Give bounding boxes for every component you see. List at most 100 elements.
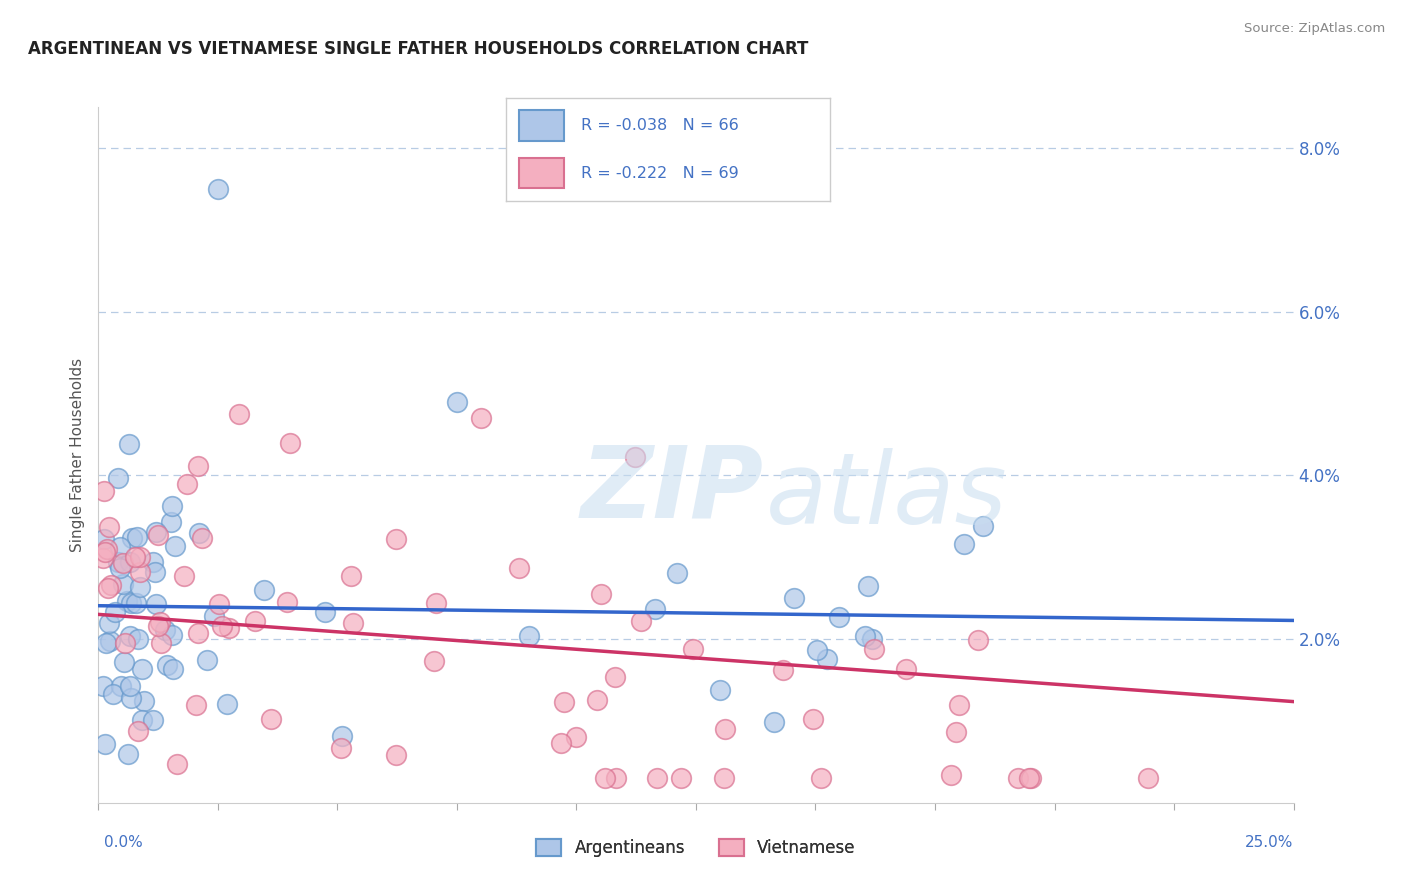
Point (207, 182, 229, 196)
Point (120, 596, 142, 610)
Point (245, 614, 267, 628)
Point (98, 634, 121, 648)
Point (103, 687, 125, 701)
Point (160, 515, 183, 529)
Point (127, 632, 149, 647)
Point (624, 450, 647, 464)
Point (682, 641, 704, 656)
Point (669, 771, 692, 785)
Point (91, 679, 114, 693)
Point (278, 435, 301, 450)
Point (211, 618, 233, 632)
Point (941, 768, 963, 782)
Point (565, 731, 588, 745)
Point (330, 741, 353, 756)
Point (162, 499, 184, 513)
Point (1136, 771, 1159, 785)
Point (118, 437, 141, 451)
Point (645, 771, 668, 785)
Point (945, 724, 967, 739)
Point (121, 532, 143, 546)
Point (894, 662, 917, 676)
Point (108, 540, 131, 554)
Point (115, 594, 138, 608)
Point (110, 679, 132, 693)
Point (150, 635, 173, 649)
Point (93, 483, 115, 498)
Point (425, 597, 447, 611)
Point (828, 609, 851, 624)
Point (128, 549, 150, 564)
Point (145, 525, 167, 540)
Point (187, 626, 209, 640)
Point (184, 698, 207, 713)
Point (208, 597, 231, 611)
Point (173, 569, 195, 583)
Text: R = -0.038   N = 66: R = -0.038 N = 66 (581, 119, 738, 133)
Point (98, 615, 121, 630)
Point (340, 568, 363, 582)
Point (384, 532, 406, 546)
Text: ZIP: ZIP (581, 442, 763, 538)
Point (131, 662, 153, 676)
Point (162, 662, 184, 676)
Point (94, 737, 117, 751)
Point (1007, 771, 1029, 785)
Point (165, 540, 187, 554)
Point (94, 635, 117, 649)
Point (860, 632, 883, 646)
Point (134, 694, 156, 708)
Point (129, 580, 152, 594)
Point (146, 619, 169, 633)
Point (553, 695, 575, 709)
Bar (519, 158, 564, 188)
Point (853, 629, 876, 643)
Point (863, 641, 886, 656)
Text: 25.0%: 25.0% (1246, 836, 1294, 850)
Point (125, 596, 148, 610)
Point (762, 715, 785, 730)
Point (591, 587, 613, 601)
Point (630, 614, 652, 628)
Point (160, 628, 183, 642)
Point (156, 658, 179, 673)
Point (143, 566, 166, 580)
Point (142, 555, 165, 569)
Point (856, 579, 879, 593)
Point (713, 771, 735, 785)
Point (593, 771, 616, 785)
Point (446, 394, 468, 409)
Point (714, 722, 737, 736)
Point (1019, 771, 1042, 785)
Point (644, 602, 666, 616)
Point (120, 679, 142, 693)
Point (772, 664, 794, 678)
Point (117, 747, 139, 761)
Point (517, 629, 540, 643)
Point (508, 561, 530, 575)
Point (967, 632, 990, 647)
Point (709, 683, 731, 698)
Point (111, 556, 134, 570)
Point (97, 581, 120, 595)
Point (93, 533, 115, 547)
Point (94, 544, 117, 558)
Point (782, 591, 804, 606)
Point (149, 615, 172, 630)
Point (253, 582, 276, 597)
Point (585, 692, 607, 706)
Point (470, 411, 492, 425)
Point (107, 556, 129, 570)
Point (550, 735, 572, 749)
Point (131, 713, 153, 727)
Point (100, 578, 122, 592)
Point (815, 652, 838, 666)
Point (118, 555, 141, 569)
Point (104, 605, 127, 619)
Point (91, 551, 114, 566)
Point (127, 723, 149, 738)
Text: atlas: atlas (766, 448, 1008, 545)
Point (176, 477, 198, 491)
Point (187, 458, 209, 473)
Text: R = -0.222   N = 69: R = -0.222 N = 69 (581, 166, 738, 180)
